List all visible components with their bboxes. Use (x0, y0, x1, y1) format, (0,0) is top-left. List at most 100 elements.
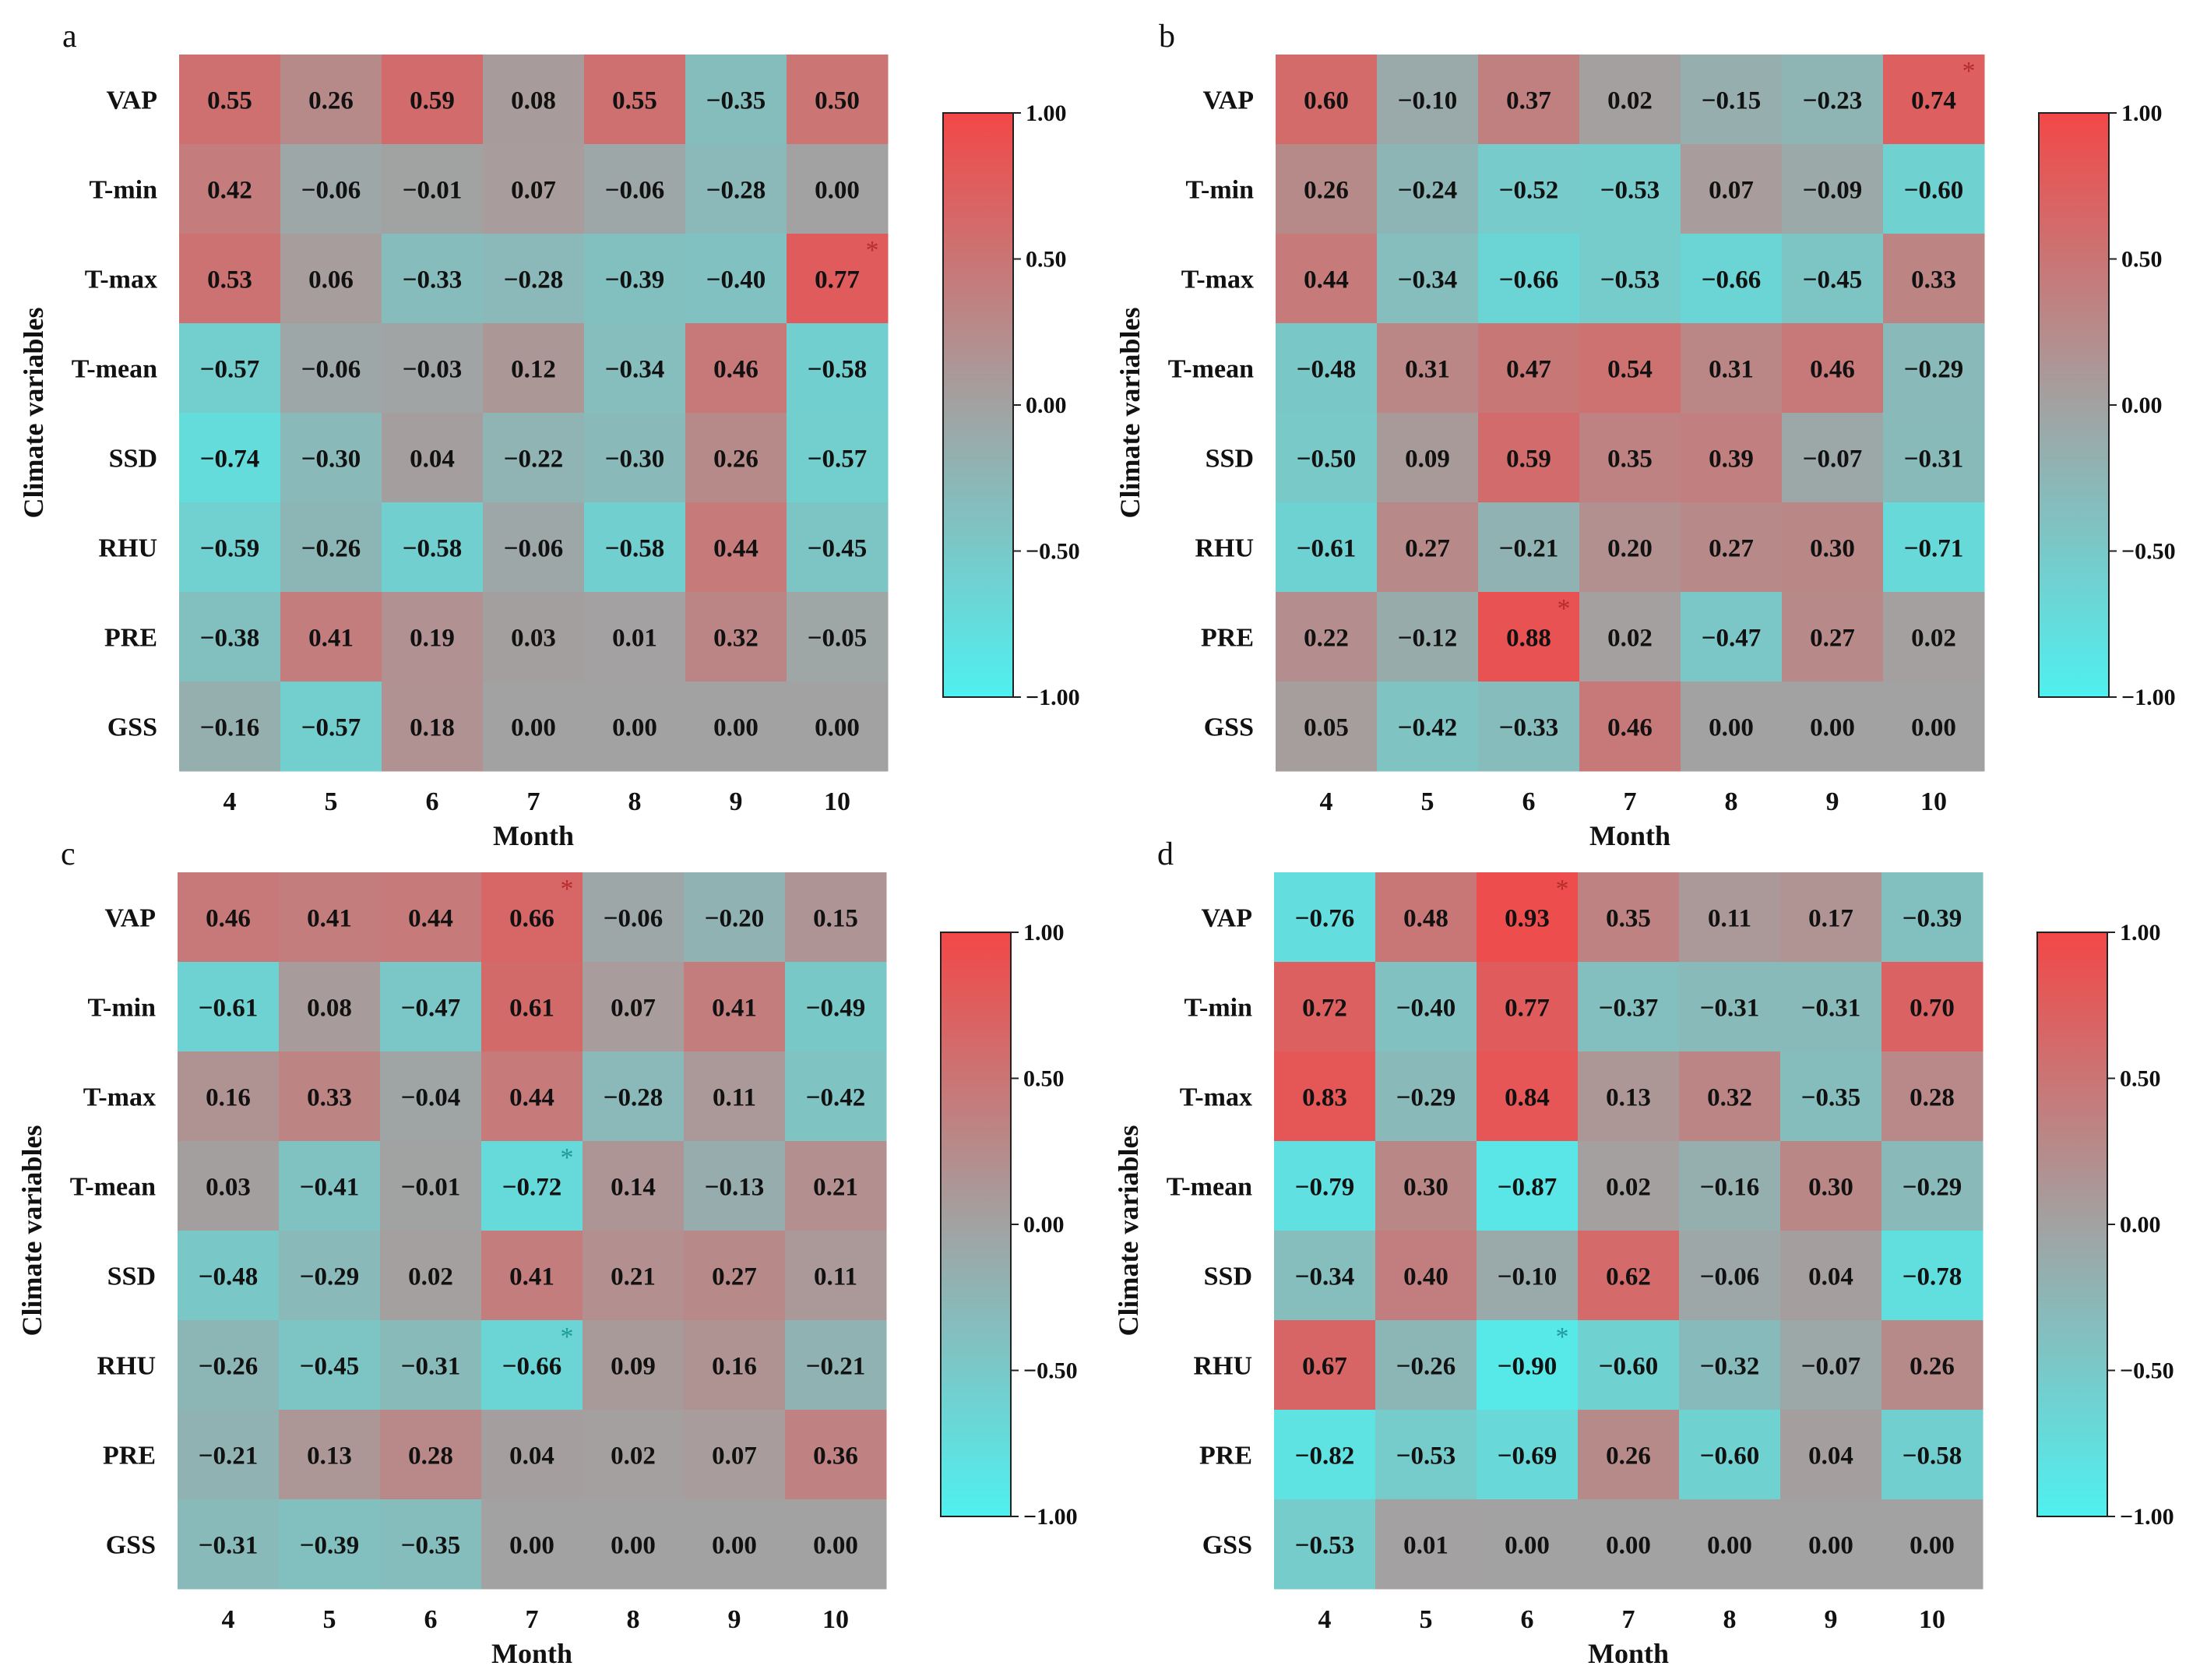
heatmap-cell (1881, 1410, 1983, 1500)
cell-value-label: 0.77 (815, 266, 860, 294)
heatmap-cell (1679, 1231, 1781, 1321)
cell-value-label: 0.00 (1707, 1532, 1752, 1560)
cell-value-label: 0.08 (511, 87, 556, 115)
cell-value-label: −0.20 (705, 905, 765, 933)
heatmap-cell (382, 592, 484, 682)
cell-value-label: −0.34 (1398, 266, 1458, 294)
heatmap-cell (382, 55, 484, 145)
colorbar-tick-label: 1.00 (2121, 100, 2163, 126)
heatmap-cell (279, 1320, 381, 1411)
cell-value-label: 0.18 (410, 714, 455, 742)
cell-value-label: 0.11 (814, 1263, 857, 1291)
column-label: 8 (1725, 787, 1738, 816)
cell-value-label: −0.34 (1295, 1263, 1355, 1291)
cell-value-label: −0.58 (1903, 1442, 1962, 1470)
row-label: SSD (1204, 1263, 1252, 1291)
heatmap-cell (483, 502, 585, 593)
heatmap-cell (1478, 234, 1580, 324)
heatmap-cell (1375, 1141, 1477, 1231)
heatmap-cell (1579, 592, 1681, 682)
row-label: T-mean (1168, 355, 1254, 384)
heatmap-cell (785, 1410, 887, 1500)
cell-value-label: 0.07 (1709, 177, 1754, 205)
colorbar-tick-label: 1.00 (1026, 100, 1067, 126)
heatmap-cell (1883, 234, 1985, 324)
heatmap-cell (483, 413, 585, 503)
heatmap-cell (583, 1141, 685, 1231)
heatmap-cell (1679, 1499, 1781, 1590)
heatmap-cell (1375, 962, 1477, 1052)
cell-value-label: 0.74 (1911, 87, 1956, 115)
cell-value-label: 0.04 (509, 1442, 554, 1470)
significance-marker: * (1962, 57, 1976, 86)
cell-value-label: 0.00 (612, 714, 657, 742)
cell-value-label: 0.59 (1506, 446, 1551, 474)
heatmap-cell (1478, 323, 1580, 414)
heatmap-cell (481, 1051, 583, 1142)
heatmap-cell (280, 144, 382, 234)
row-label: T-max (83, 1083, 156, 1112)
cell-value-label: −0.39 (300, 1532, 360, 1560)
heatmap-cell (481, 1320, 583, 1411)
heatmap-cell (684, 872, 786, 963)
heatmap-cell (1276, 234, 1378, 324)
cell-value-label: −0.39 (1903, 905, 1962, 933)
cell-value-label: −0.53 (1295, 1532, 1355, 1560)
heatmap-cell (1377, 413, 1479, 503)
column-label: 8 (1723, 1605, 1737, 1634)
heatmap-cell (1274, 1141, 1376, 1231)
panel-label-c: c (61, 836, 76, 872)
row-label: PRE (1199, 1442, 1252, 1470)
cell-value-label: 0.21 (813, 1174, 858, 1202)
heatmap-cell (1780, 872, 1882, 963)
heatmap-cell (1274, 1410, 1376, 1500)
heatmap-cell (481, 1231, 583, 1321)
heatmap-cell (280, 502, 382, 593)
cell-value-label: 0.41 (509, 1263, 554, 1291)
column-label: 7 (1624, 787, 1637, 816)
heatmap-cell (1681, 55, 1783, 145)
row-label: SSD (109, 445, 157, 474)
heatmap-cell (179, 413, 281, 503)
row-label: T-mean (70, 1173, 156, 1202)
heatmap-cell (1377, 323, 1479, 414)
cell-value-label: −0.33 (403, 266, 463, 294)
heatmap-cell (1881, 1051, 1983, 1142)
cell-value-label: −0.45 (808, 535, 868, 563)
cell-value-label: −0.41 (300, 1174, 360, 1202)
cell-value-label: 0.46 (713, 356, 759, 384)
cell-value-label: 0.00 (1606, 1532, 1651, 1560)
cell-value-label: −0.26 (199, 1353, 259, 1381)
heatmap-cell (1578, 1231, 1680, 1321)
heatmap-cell (178, 1051, 280, 1142)
heatmap-cell (583, 872, 685, 963)
cell-value-label: −0.48 (199, 1263, 259, 1291)
panel-label-a: a (62, 19, 77, 55)
heatmap-cell (583, 1231, 685, 1321)
column-label: 4 (224, 787, 237, 816)
heatmap-cell (1375, 1320, 1477, 1411)
cell-value-label: 0.04 (1808, 1263, 1853, 1291)
cell-value-label: 0.28 (408, 1442, 453, 1470)
column-label: 6 (424, 1605, 438, 1634)
cell-value-label: −0.60 (1904, 177, 1964, 205)
cell-value-label: 0.00 (1911, 714, 1956, 742)
heatmap-cell (178, 872, 280, 963)
heatmap-cell (1782, 502, 1884, 593)
heatmap-cell (1578, 1499, 1680, 1590)
heatmap-cell (1681, 144, 1783, 234)
heatmap-cell (1881, 1141, 1983, 1231)
cell-value-label: 0.08 (307, 995, 352, 1023)
cell-value-label: 0.26 (308, 87, 354, 115)
heatmap-cell (1681, 413, 1783, 503)
cell-value-label: −0.16 (200, 714, 260, 742)
cell-value-label: −0.57 (200, 356, 260, 384)
cell-value-label: −0.10 (1398, 87, 1458, 115)
cell-value-label: −0.78 (1903, 1263, 1962, 1291)
heatmap-cell (785, 1141, 887, 1231)
cell-value-label: −0.47 (1702, 625, 1762, 653)
heatmap-cell (178, 1141, 280, 1231)
heatmap-cell (1681, 502, 1783, 593)
column-label: 5 (1420, 1605, 1433, 1634)
